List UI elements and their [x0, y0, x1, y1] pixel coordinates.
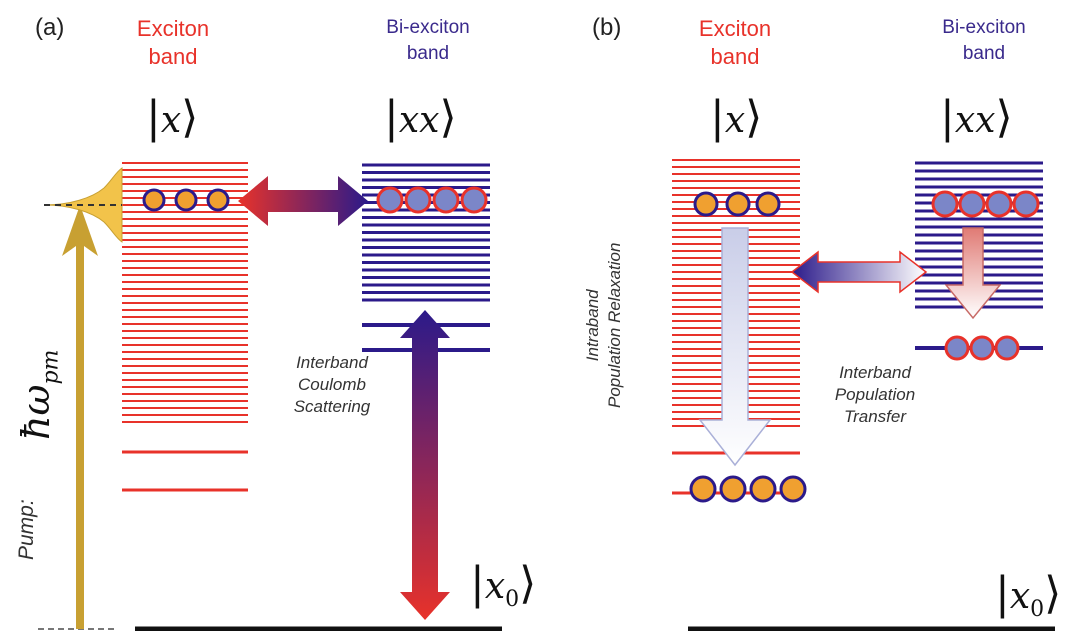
exciton-band-lines-a [122, 162, 248, 492]
ket-x-a-text: x [160, 100, 182, 141]
ket-xx-b-text: xx [954, 100, 996, 141]
pump-symbol: ħωpm [14, 350, 64, 440]
exciton-band-label-b: Exciton band [680, 15, 790, 71]
exciton-particle [755, 191, 781, 217]
ket-xx-a-text: xx [398, 100, 440, 141]
biexciton-particle [1012, 190, 1040, 218]
biexciton-band-line2-a: band [406, 43, 450, 64]
biexciton-band-label-b: Bi-exciton band [914, 15, 1054, 67]
coulomb-line1: Interband [296, 353, 368, 372]
pump-label: Pump: [15, 499, 38, 560]
coulomb-double-arrow [238, 176, 368, 226]
biexciton-particle [460, 186, 488, 214]
relaxation-arrow-b [698, 227, 772, 467]
exciton-band-line1-b: Exciton [698, 16, 772, 41]
ket-xx-a: |xx⟩ [384, 92, 457, 143]
exciton-particle [749, 475, 777, 503]
panel-b-label: (b) [592, 14, 622, 41]
biexciton-particle [931, 190, 959, 218]
transfer-line3: Transfer [843, 407, 907, 426]
exciton-band-line1-a: Exciton [136, 16, 210, 41]
coulomb-line2: Coulomb [297, 375, 367, 394]
ket-x0-b-text: x [1009, 576, 1031, 617]
transfer-annotation: Interband Population Transfer [800, 362, 950, 428]
exciton-band-line2-b: band [710, 44, 760, 69]
biexciton-particle [376, 186, 404, 214]
biexciton-band-line2-b: band [962, 43, 1006, 64]
population-transfer-arrow [790, 250, 928, 294]
relaxation-arrow-bx [944, 227, 1002, 320]
exciton-particle [689, 475, 717, 503]
exciton-particle [142, 188, 166, 212]
ket-x0-b: |x0⟩ [995, 568, 1062, 623]
ket-xx-b: |xx⟩ [940, 92, 1013, 143]
exciton-particle [693, 191, 719, 217]
ket-x-b-text: x [724, 100, 746, 141]
pump-arrow [62, 205, 98, 629]
transfer-line2: Population [834, 385, 916, 404]
exciton-particle [779, 475, 807, 503]
exciton-band-label-a: Exciton band [118, 15, 228, 71]
biexciton-band-label-a: Bi-exciton band [358, 15, 498, 67]
pump-symbol-sub: pm [38, 349, 64, 385]
relaxation-annotation: Intraband Population Relaxation [582, 243, 626, 408]
biexciton-particle [432, 186, 460, 214]
ket-x-a: |x⟩ [146, 92, 199, 143]
exciton-particle [174, 188, 198, 212]
relaxation-line2: Population Relaxation [605, 242, 624, 408]
ket-x0-a-sub: 0 [505, 587, 520, 613]
relaxation-line1: Intraband [583, 289, 602, 362]
ket-x0-a: |x0⟩ [470, 558, 537, 613]
biexciton-particle [969, 335, 995, 361]
coulomb-line3: Scattering [293, 397, 371, 416]
particles [142, 186, 1040, 503]
biexciton-particle [958, 190, 986, 218]
transfer-line1: Interband [839, 363, 911, 382]
exciton-band-line2-a: band [148, 44, 198, 69]
biexciton-band-line1-b: Bi-exciton [942, 17, 1026, 38]
exciton-particle [725, 191, 751, 217]
biexciton-particle [944, 335, 970, 361]
biexciton-particle [404, 186, 432, 214]
pump-symbol-text: ħω [14, 384, 58, 440]
ket-x0-b-sub: 0 [1030, 597, 1045, 623]
panel-a-label: (a) [35, 14, 65, 41]
biexciton-particle [994, 335, 1020, 361]
pump-label-text: Pump: [15, 499, 38, 560]
exciton-particle [719, 475, 747, 503]
biexciton-particle [985, 190, 1013, 218]
coulomb-annotation: Interband Coulomb Scattering [262, 352, 402, 418]
exciton-particle [206, 188, 230, 212]
biexciton-band-line1-a: Bi-exciton [386, 17, 470, 38]
vertical-double-arrow [400, 310, 450, 620]
ket-x0-a-text: x [484, 566, 506, 607]
ket-x-b: |x⟩ [710, 92, 763, 143]
